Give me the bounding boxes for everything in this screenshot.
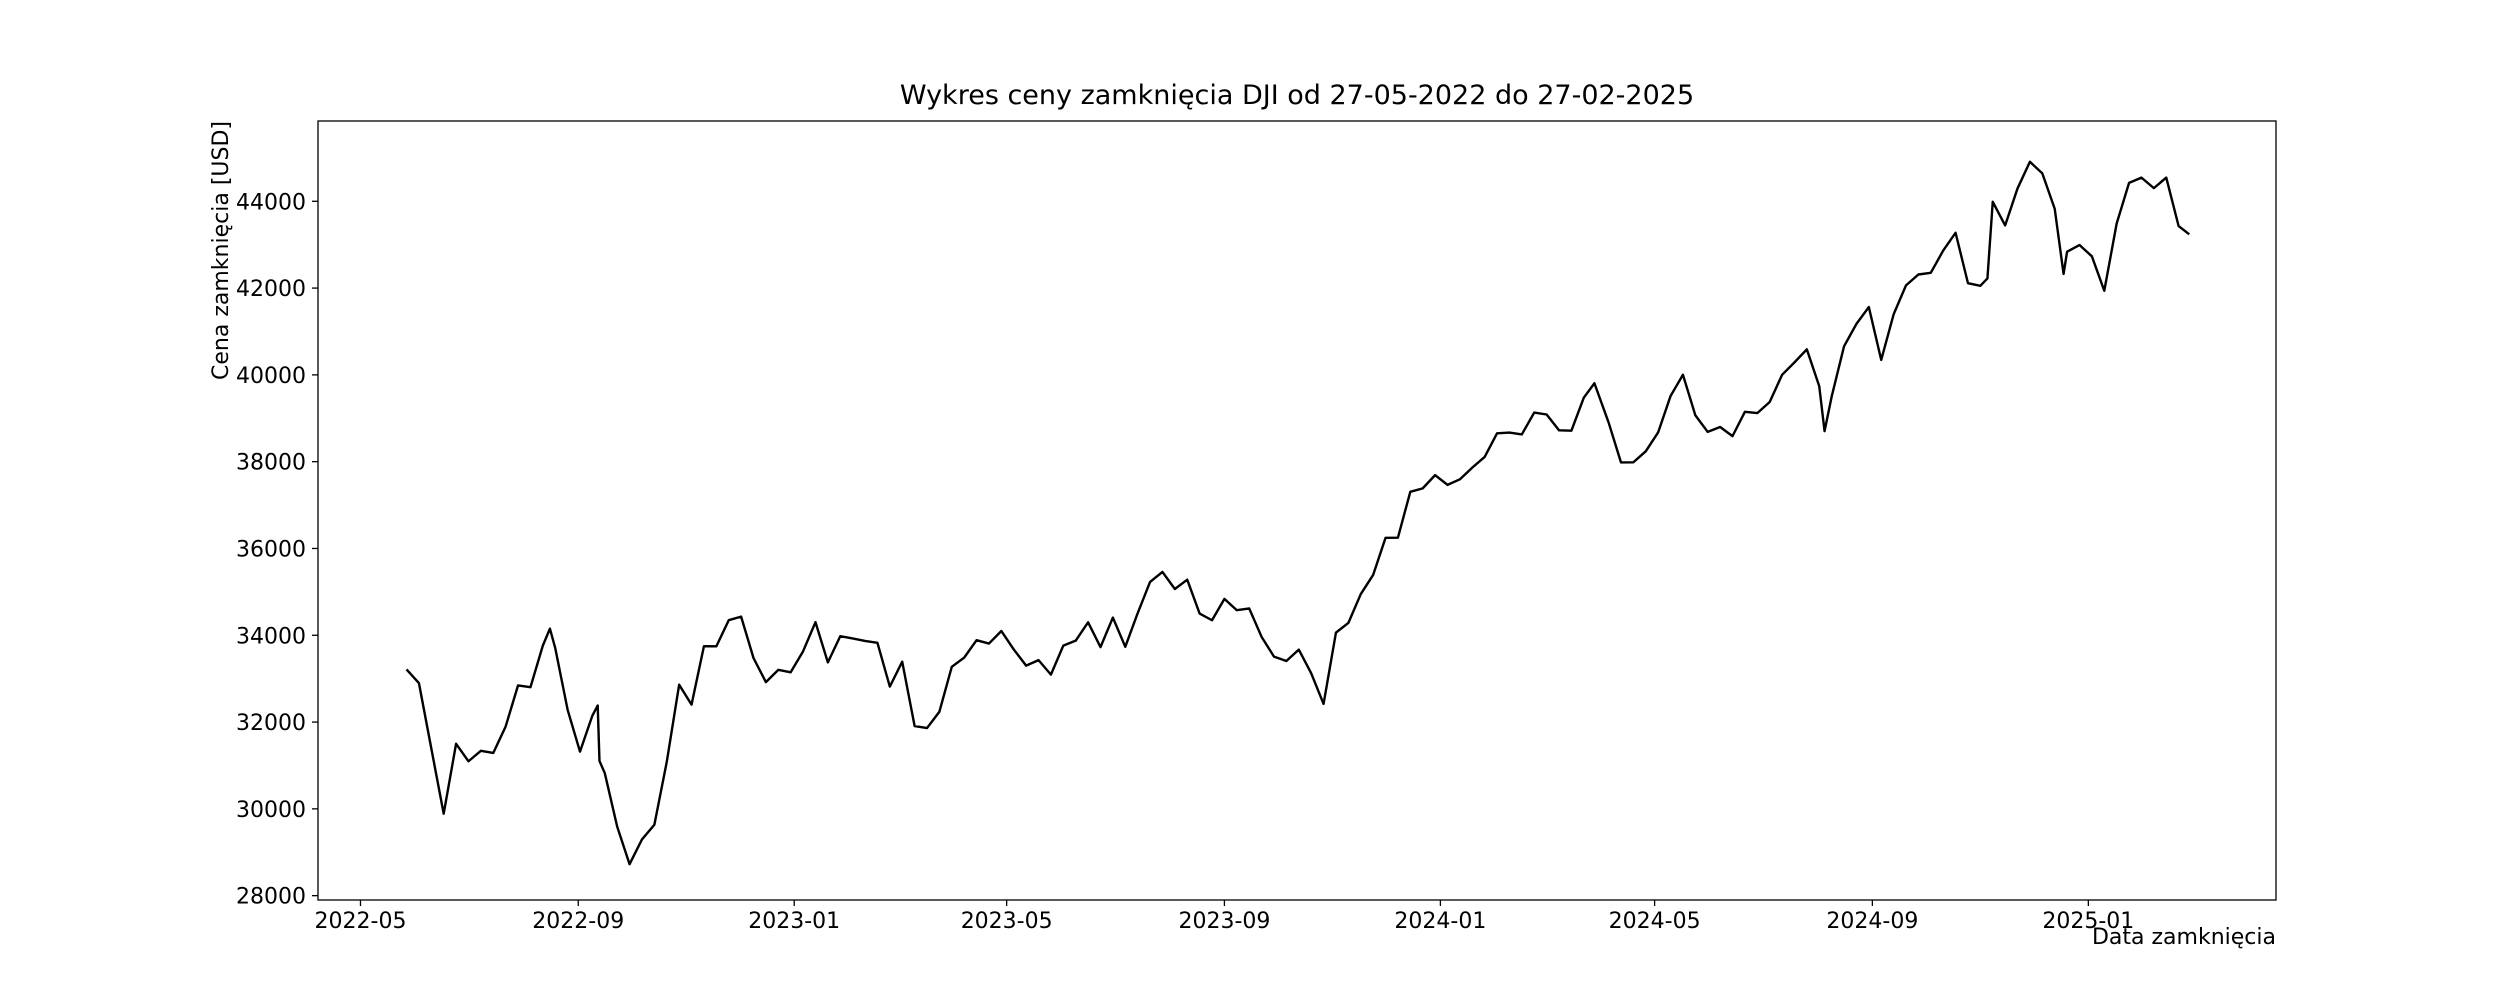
y-tick-label: 40000 xyxy=(236,364,306,389)
y-axis-label: Cena zamknięcia [USD] xyxy=(209,121,234,380)
x-tick-label: 2023-05 xyxy=(961,909,1053,934)
y-tick-label: 28000 xyxy=(236,885,306,910)
x-tick-label: 2022-09 xyxy=(532,909,624,934)
y-tick-label: 36000 xyxy=(236,537,306,562)
x-tick-label: 2024-05 xyxy=(1609,909,1701,934)
x-tick-label: 2023-01 xyxy=(748,909,840,934)
chart-title: Wykres ceny zamknięcia DJI od 27-05-2022… xyxy=(900,80,1694,111)
x-axis-label: Data zamknięcia xyxy=(2092,925,2276,950)
y-tick-label: 42000 xyxy=(236,277,306,302)
y-tick-label: 44000 xyxy=(236,190,306,215)
plot-frame xyxy=(317,120,2277,901)
y-tick-label: 38000 xyxy=(236,451,306,476)
x-tick-label: 2024-01 xyxy=(1394,909,1486,934)
y-tick-label: 34000 xyxy=(236,624,306,649)
x-tick-label: 2025-01 xyxy=(2042,909,2134,934)
price-line xyxy=(405,160,2190,866)
y-tick-label: 30000 xyxy=(236,798,306,823)
x-tick-label: 2023-09 xyxy=(1178,909,1270,934)
y-tick-label: 32000 xyxy=(236,711,306,736)
x-tick-label: 2022-05 xyxy=(315,909,407,934)
x-tick-label: 2024-09 xyxy=(1826,909,1918,934)
